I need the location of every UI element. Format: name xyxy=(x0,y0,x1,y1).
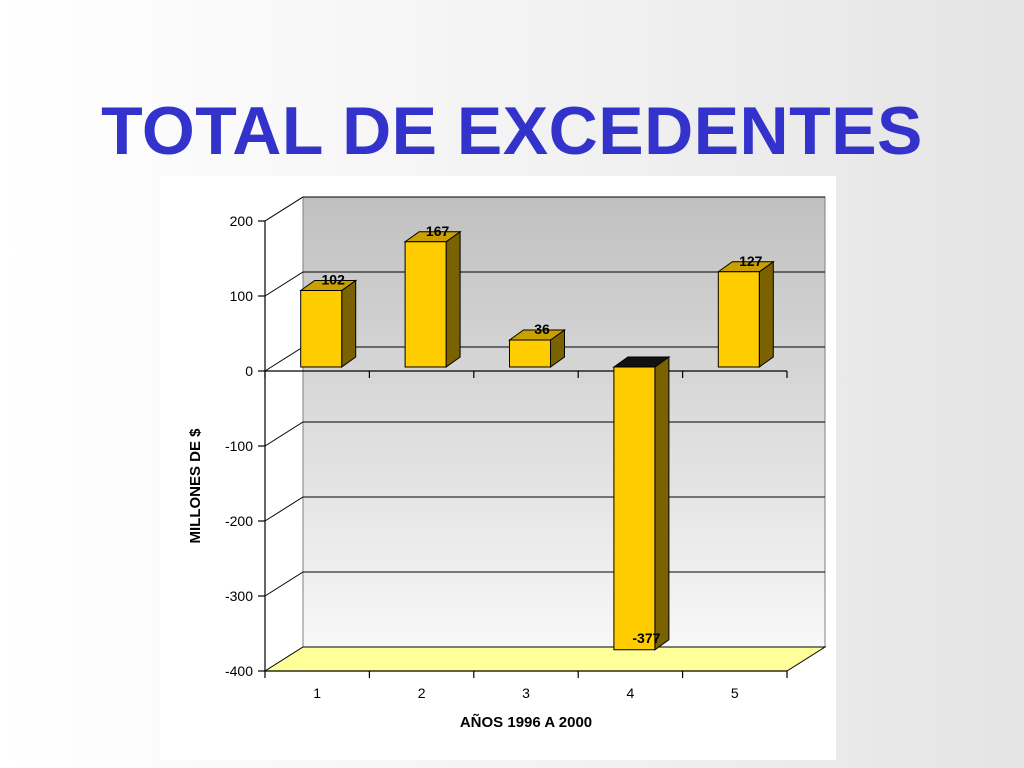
y-tick-label: 0 xyxy=(245,363,253,379)
bar-side xyxy=(654,356,670,651)
x-tick-label: 1 xyxy=(313,685,321,701)
bar xyxy=(509,339,551,368)
data-label: 36 xyxy=(534,321,550,337)
y-axis-title: MILLONES DE $ xyxy=(187,428,204,544)
data-label: -377 xyxy=(632,630,660,646)
x-tick-label: 4 xyxy=(627,685,635,701)
bar-side xyxy=(758,260,774,368)
bar-side xyxy=(341,279,357,368)
bar xyxy=(300,290,343,368)
y-tick-label: -300 xyxy=(225,588,253,604)
data-label: 127 xyxy=(739,253,763,269)
data-label: 167 xyxy=(426,223,450,239)
x-tick-label: 2 xyxy=(418,685,426,701)
x-axis-title: AÑOS 1996 A 2000 xyxy=(460,713,592,731)
gridline xyxy=(264,271,825,297)
bar xyxy=(717,271,760,368)
bar xyxy=(613,366,656,651)
bar-side xyxy=(445,230,461,368)
chart-panel: 200 100 0 -100 -200 -300 -400 1 2 3 4 5 102 167 36 -377… xyxy=(160,176,836,760)
excedentes-bar-chart: 200 100 0 -100 -200 -300 -400 1 2 3 4 5 102 167 36 -377… xyxy=(187,196,827,731)
slide-title: TOTAL DE EXCEDENTES xyxy=(101,93,923,169)
y-tick-label: -100 xyxy=(225,438,253,454)
gridline xyxy=(264,196,825,222)
y-tick-label: -200 xyxy=(225,513,253,529)
bar xyxy=(404,241,447,368)
y-tick-label: -400 xyxy=(225,663,253,679)
chart-floor xyxy=(263,646,827,672)
x-tick-label: 5 xyxy=(731,685,739,701)
data-label: 102 xyxy=(322,272,346,288)
y-tick-label: 200 xyxy=(230,213,254,229)
y-tick-label: 100 xyxy=(230,288,254,304)
x-tick-label: 3 xyxy=(522,685,530,701)
